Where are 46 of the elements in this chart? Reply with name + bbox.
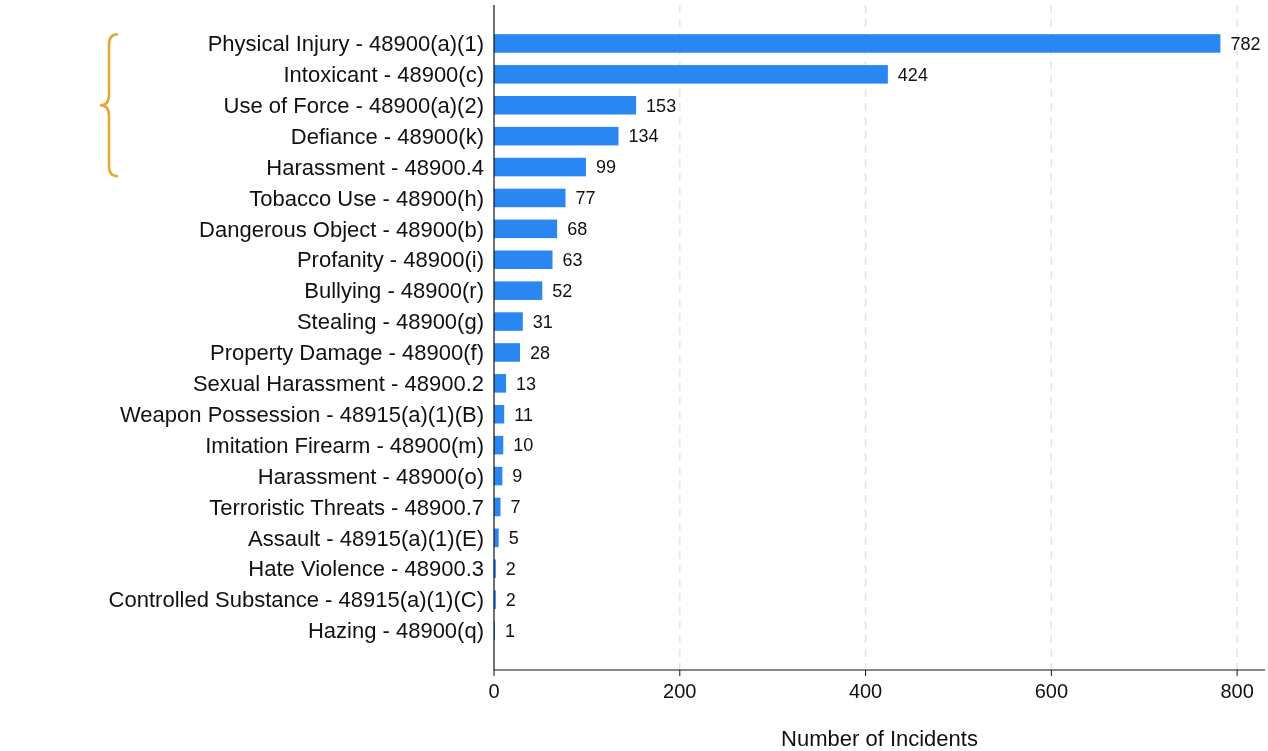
y-tick-label: Hate Violence - 48900.3 <box>248 556 484 582</box>
data-label: 5 <box>508 528 519 549</box>
y-tick-label: Harassment - 48900.4 <box>266 154 484 180</box>
y-tick-label: Stealing - 48900(g) <box>296 309 484 335</box>
y-tick-label: Intoxicant - 48900(c) <box>283 62 484 88</box>
data-label: 7 <box>510 497 521 518</box>
x-tick-label: 800 <box>1220 680 1254 702</box>
x-tick-label: 600 <box>1034 680 1069 702</box>
data-label: 2 <box>505 559 516 580</box>
data-label: 77 <box>575 188 596 209</box>
data-label: 782 <box>1230 33 1261 54</box>
y-tick-label: Use of Force - 48900(a)(2) <box>223 92 484 118</box>
data-label: 52 <box>552 280 573 301</box>
y-tick-label: Weapon Possession - 48915(a)(1)(B) <box>120 401 484 427</box>
y-tick-label: Defiance - 48900(k) <box>290 123 484 149</box>
y-tick-label: Harassment - 48900(o) <box>257 463 484 489</box>
data-label: 28 <box>530 342 551 363</box>
y-tick-label: Controlled Substance - 48915(a)(1)(C) <box>108 587 484 613</box>
y-tick-label: Dangerous Object - 48900(b) <box>199 216 484 242</box>
data-label: 424 <box>897 64 928 85</box>
y-tick-label: Bullying - 48900(r) <box>304 278 484 304</box>
data-label: 13 <box>516 373 537 394</box>
y-tick-label: Property Damage - 48900(f) <box>210 340 484 366</box>
data-label: 9 <box>512 466 523 487</box>
y-tick-label: Terroristic Threats - 48900.7 <box>209 494 484 520</box>
data-label: 68 <box>567 219 588 240</box>
x-tick-label: 0 <box>488 680 500 702</box>
data-label: 99 <box>595 157 616 178</box>
y-tick-label: Assault - 48915(a)(1)(E) <box>248 525 484 551</box>
data-label: 2 <box>505 589 516 610</box>
y-tick-label: Profanity - 48900(i) <box>296 247 484 273</box>
y-tick-label: Sexual Harassment - 48900.2 <box>192 371 484 397</box>
y-tick-label: Hazing - 48900(q) <box>307 618 484 644</box>
data-label: 1 <box>504 620 515 641</box>
data-label: 63 <box>562 250 583 271</box>
x-axis-title: Number of Incidents <box>781 726 978 751</box>
x-tick-label: 400 <box>848 680 883 702</box>
y-tick-label: Imitation Firearm - 48900(m) <box>205 432 484 458</box>
y-tick-label: Physical Injury - 48900(a)(1) <box>207 31 484 57</box>
data-label: 134 <box>628 126 659 147</box>
y-tick-label: Tobacco Use - 48900(h) <box>249 185 484 211</box>
x-tick-label: 200 <box>663 680 697 702</box>
data-label: 31 <box>532 311 553 332</box>
data-label: 153 <box>646 95 677 116</box>
data-label: 10 <box>513 435 534 456</box>
data-label: 11 <box>514 404 533 425</box>
